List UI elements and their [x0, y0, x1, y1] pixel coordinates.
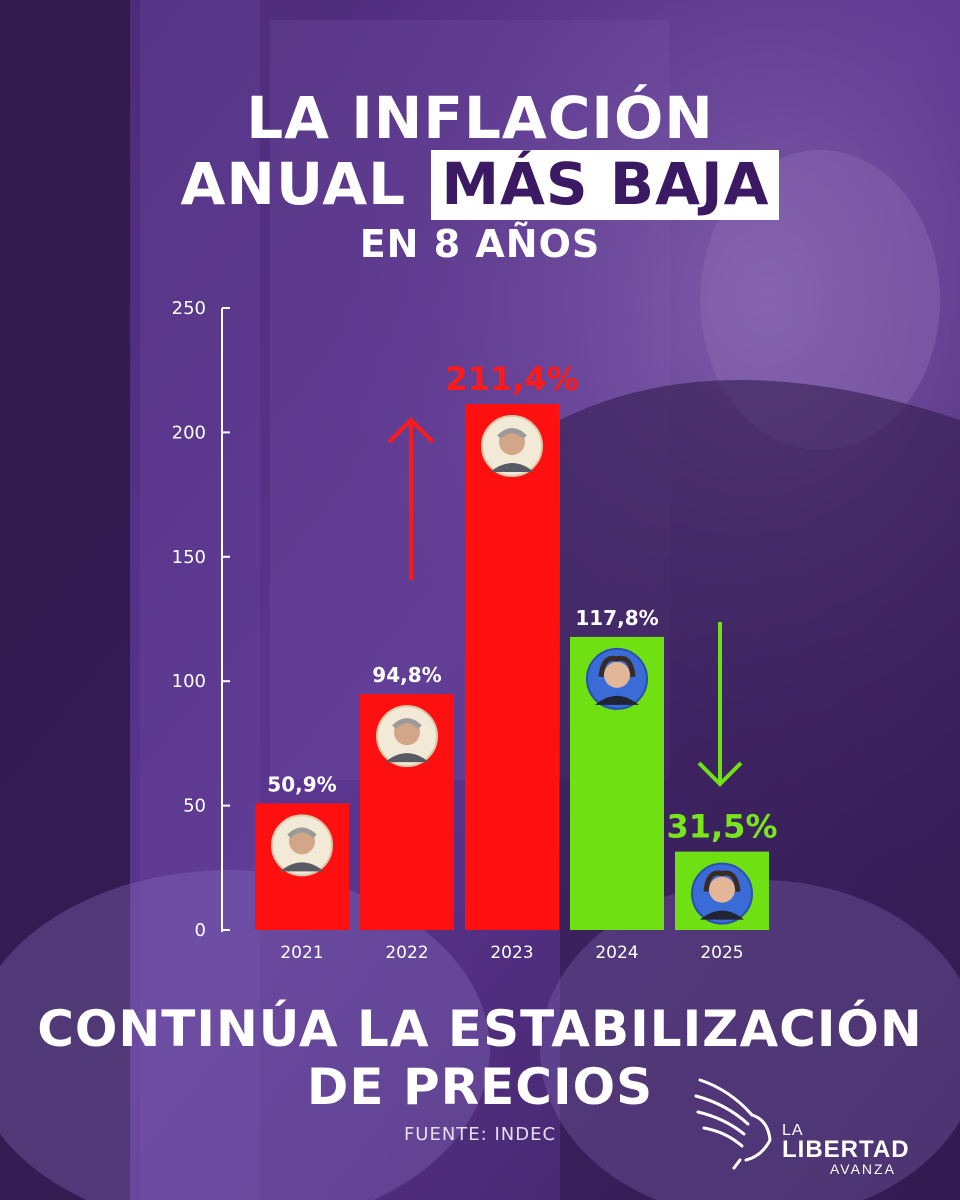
logo-text-libertad: LIBERTAD [782, 1136, 910, 1163]
bar-2023 [465, 404, 559, 930]
title-plain-word: ANUAL [180, 150, 407, 218]
arrow-up-head [387, 417, 435, 444]
source-note: FUENTE: INDEC [403, 1124, 557, 1145]
y-tick-label: 0 [195, 920, 206, 941]
portrait-hair [392, 718, 422, 729]
portrait-face [289, 828, 315, 855]
data-label-2021: 50,9% [267, 772, 336, 796]
data-label-2023: 211,4% [445, 360, 578, 398]
x-tick-label: 2022 [385, 943, 428, 963]
footer-line-1: CONTINÚA LA ESTABILIZACIÓN [37, 1000, 923, 1058]
title-line-2: ANUAL MÁS BAJA [0, 150, 960, 220]
y-tick-label: 150 [172, 547, 206, 568]
portrait-shoulders [595, 695, 639, 705]
data-label-2022: 94,8% [372, 663, 441, 687]
x-tick-label: 2023 [490, 943, 533, 963]
y-tick-label: 200 [172, 422, 206, 443]
title-line-3: EN 8 AÑOS [359, 222, 601, 266]
portrait-shoulders [700, 910, 744, 920]
portrait-icon [481, 415, 543, 478]
portrait-shoulders [385, 753, 429, 763]
portrait-face [499, 429, 525, 456]
y-tick-label: 100 [172, 671, 206, 692]
portrait-face [604, 661, 630, 688]
arrow-up-icon [387, 417, 435, 580]
y-tick-label: 250 [172, 298, 206, 319]
lion-icon [694, 1078, 772, 1170]
portrait-icon [376, 705, 438, 768]
y-tick-label: 50 [183, 796, 206, 817]
portrait-icon [586, 647, 648, 710]
portrait-shoulders [490, 463, 534, 473]
arrow-down-head [697, 761, 743, 787]
footer-line-2: DE PRECIOS [306, 1058, 654, 1116]
party-logo: LA LIBERTAD AVANZA [690, 1060, 930, 1177]
data-label-2024: 117,8% [575, 606, 658, 630]
portrait-hair [598, 655, 636, 678]
logo-text-la: LA [782, 1122, 804, 1139]
portrait-icon [271, 814, 333, 877]
arrow-down-icon [697, 622, 743, 787]
data-label-2025: 31,5% [666, 808, 777, 846]
logo-text-avanza: AVANZA [830, 1161, 896, 1177]
x-tick-label: 2025 [700, 943, 743, 963]
portrait-icon [691, 862, 753, 925]
portrait-hair [287, 827, 317, 839]
portrait-shoulders [280, 862, 324, 872]
title-line-1: LA INFLACIÓN [246, 84, 714, 152]
title-highlight: MÁS BAJA [431, 150, 780, 220]
portrait-hair [497, 428, 527, 439]
portrait-hair [703, 870, 741, 892]
x-tick-label: 2021 [280, 943, 323, 963]
portrait-face [709, 876, 735, 903]
x-tick-label: 2024 [595, 943, 638, 963]
portrait-face [394, 719, 420, 746]
